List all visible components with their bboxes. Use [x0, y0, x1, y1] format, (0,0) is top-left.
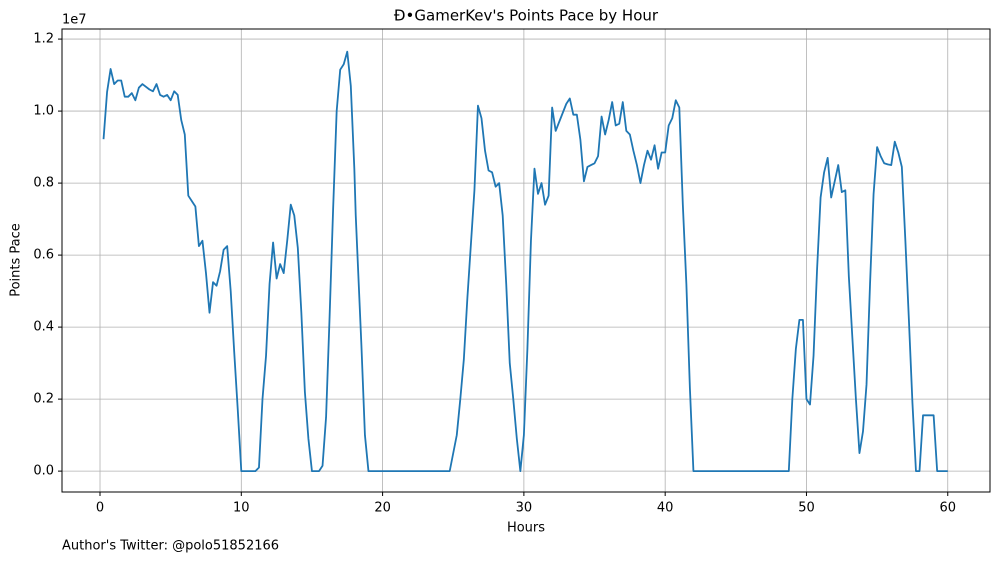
y-tick-label: 1.0 [33, 104, 54, 119]
x-tick-label: 10 [233, 501, 250, 516]
y-axis-label: Points Pace [9, 223, 24, 297]
x-tick-label: 60 [939, 501, 956, 516]
y-tick-label: 0.8 [33, 176, 54, 191]
x-tick-label: 0 [96, 501, 104, 516]
chart-title: Ð•GamerKev's Points Pace by Hour [394, 7, 659, 25]
data-line [102, 50, 948, 473]
plot-frame [61, 28, 991, 493]
x-tick-label: 50 [798, 501, 815, 516]
x-axis-label: Hours [507, 521, 545, 536]
y-tick-label: 0.4 [33, 320, 54, 335]
y-tick-label: 0.0 [33, 464, 54, 479]
x-tick-label: 40 [657, 501, 674, 516]
x-tick-label: 30 [516, 501, 533, 516]
y-tick-label: 1.2 [33, 32, 54, 47]
y-tick-label: 0.2 [33, 392, 54, 407]
x-tick-label: 20 [374, 501, 391, 516]
y-tick-label: 0.6 [33, 248, 54, 263]
y-offset-label: 1e7 [62, 13, 87, 28]
footnote: Author's Twitter: @polo51852166 [62, 539, 279, 554]
